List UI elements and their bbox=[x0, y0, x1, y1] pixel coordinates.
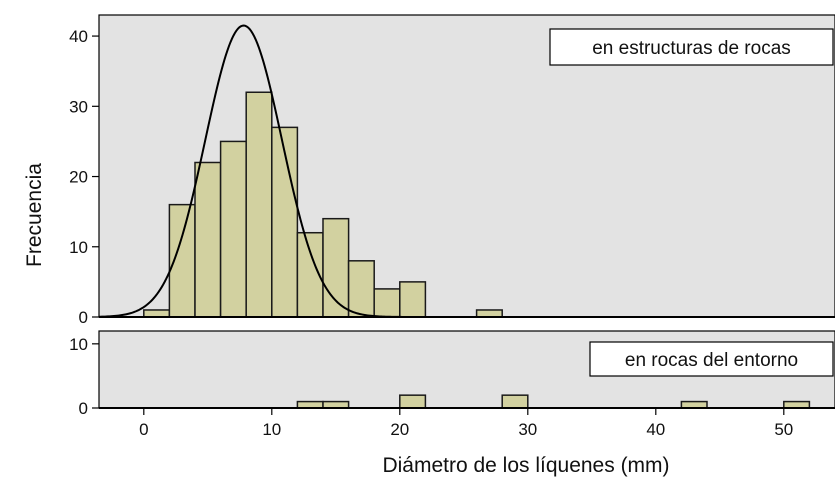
y-tick-label: 0 bbox=[79, 308, 88, 327]
x-tick-label: 20 bbox=[390, 420, 409, 439]
histogram-bar bbox=[475, 309, 503, 318]
panel-label: en rocas del entorno bbox=[625, 350, 798, 371]
histogram-bar bbox=[322, 217, 350, 318]
x-tick-label: 30 bbox=[518, 420, 537, 439]
x-tick-label: 10 bbox=[262, 420, 281, 439]
y-tick-label: 0 bbox=[79, 399, 88, 418]
y-tick-label: 40 bbox=[69, 27, 88, 46]
y-axis-label: Frecuencia bbox=[23, 163, 46, 267]
x-axis-label: Diámetro de los líquenes (mm) bbox=[382, 454, 669, 477]
y-tick-label: 20 bbox=[69, 168, 88, 187]
histogram-bar bbox=[143, 309, 171, 318]
histogram-bar bbox=[245, 91, 273, 318]
panel-label: en estructuras de rocas bbox=[592, 38, 791, 59]
histogram-bar bbox=[399, 281, 427, 318]
panel-label-box bbox=[589, 341, 834, 377]
histogram-bar bbox=[399, 394, 427, 409]
histogram-bar bbox=[347, 260, 375, 318]
x-tick-label: 0 bbox=[139, 420, 148, 439]
panel-2: 0 10 en rocas del entorno bbox=[69, 330, 835, 418]
panel-label-box bbox=[549, 28, 834, 66]
x-tick-label: 40 bbox=[646, 420, 665, 439]
y-tick-label: 30 bbox=[69, 97, 88, 116]
histogram-bar bbox=[373, 288, 401, 318]
histogram-bar bbox=[219, 140, 247, 318]
x-tick-label: 50 bbox=[774, 420, 793, 439]
panel-1: 0 10 20 30 40 en estructuras de rocas bbox=[69, 14, 835, 327]
y-tick-label: 10 bbox=[69, 238, 88, 257]
y-tick-label: 10 bbox=[69, 335, 88, 354]
histogram-bar bbox=[194, 161, 222, 318]
histogram-bar bbox=[501, 394, 529, 409]
